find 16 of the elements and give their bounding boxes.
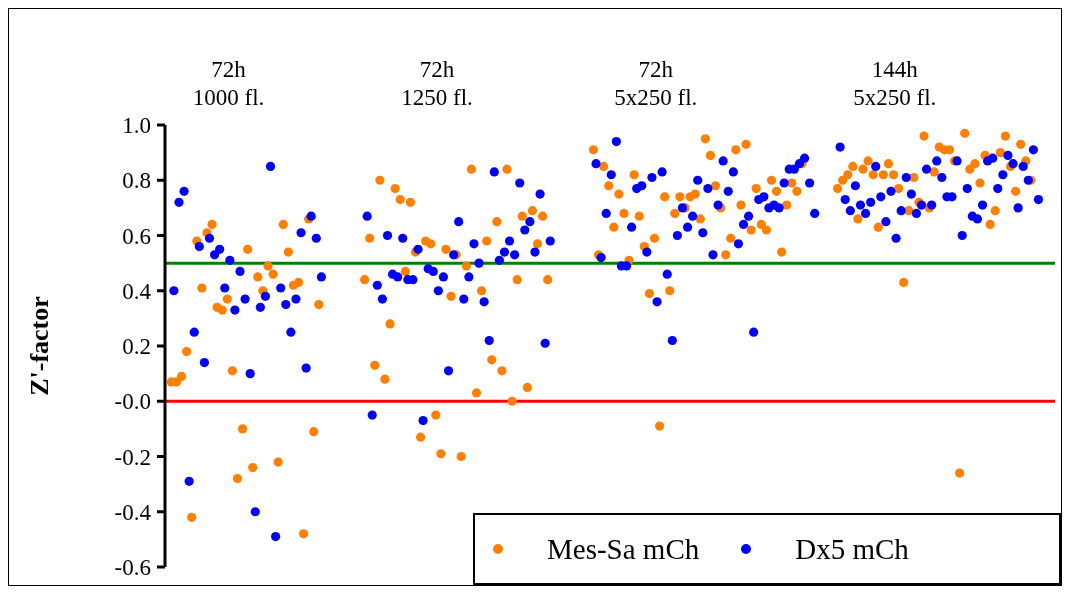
y-tick-label: -0.6 bbox=[114, 555, 151, 580]
y-tick-label: 0.2 bbox=[122, 334, 151, 359]
y-tick-label: 0.6 bbox=[122, 223, 151, 249]
x-tick-label: 72h 5x250 fl. bbox=[614, 57, 698, 110]
x-tick-label: 144h 5x250 fl. bbox=[853, 57, 937, 110]
x-tick-label: 72h 1250 fl. bbox=[401, 57, 473, 110]
y-tick-label: -0.4 bbox=[114, 499, 152, 525]
y-tick-label: 0.8 bbox=[122, 168, 151, 194]
x-tick-label: 72h 1000 fl. bbox=[192, 57, 265, 110]
y-tick-label: 1.0 bbox=[122, 113, 151, 138]
legend-label: Dx5 mCh bbox=[795, 532, 909, 566]
y-tick-label: -0.2 bbox=[114, 444, 151, 470]
legend-label: Mes-Sa mCh bbox=[547, 532, 700, 566]
y-axis-title: Z'-factor bbox=[25, 296, 55, 396]
y-tick-label: -0.0 bbox=[114, 389, 151, 415]
y-tick-label: 0.4 bbox=[122, 278, 152, 304]
